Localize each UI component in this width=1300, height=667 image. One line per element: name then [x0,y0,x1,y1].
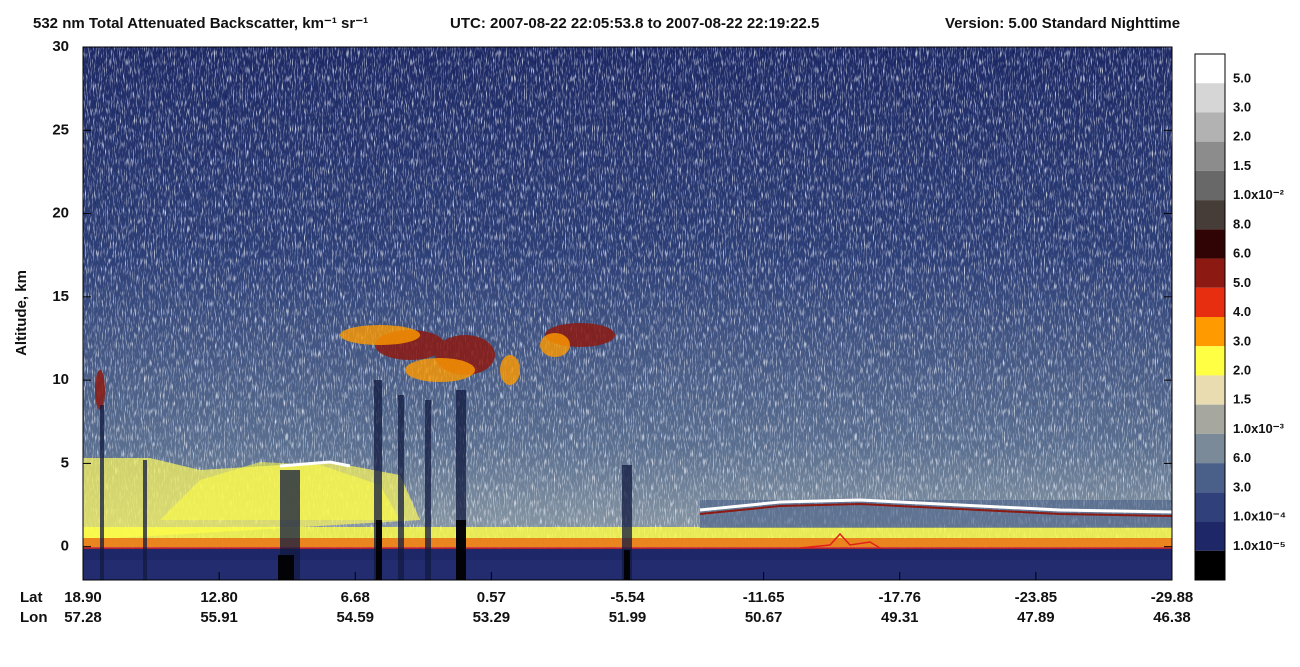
y-tick-label: 5 [61,454,69,471]
y-tick-label: 25 [52,121,69,138]
lat-label: 18.90 [64,589,102,606]
colorbar-label: 2.0 [1233,129,1251,144]
colorbar-swatch [1195,258,1225,288]
colorbar-swatch [1195,492,1225,522]
colorbar-swatch [1195,229,1225,259]
colorbar-label: 1.5 [1233,158,1251,173]
colorbar-swatch [1195,463,1225,493]
colorbar-label: 5.0 [1233,275,1251,290]
lon-label: 49.31 [881,609,919,626]
colorbar-label: 4.0 [1233,304,1251,319]
lat-label: -29.88 [1151,589,1194,606]
lat-row-label: Lat [20,589,43,606]
y-axis-label: Altitude, km [13,270,30,356]
colorbar-swatch [1195,141,1225,171]
lat-label: -5.54 [610,589,645,606]
y-tick-label: 10 [52,371,69,388]
lat-label: -17.76 [878,589,921,606]
lon-label: 53.29 [473,609,511,626]
lon-label: 51.99 [609,609,647,626]
chart-title: 532 nm Total Attenuated Backscatter, km⁻… [33,15,368,32]
y-tick-label: 30 [52,38,69,55]
y-tick-label: 0 [61,538,69,555]
lon-row-label: Lon [20,609,48,626]
lon-label: 46.38 [1153,609,1191,626]
colorbar-label: 3.0 [1233,333,1251,348]
colorbar-swatch [1195,521,1225,551]
colorbar-label: 3.0 [1233,479,1251,494]
colorbar-swatch [1195,54,1225,84]
colorbar-swatch [1195,287,1225,317]
colorbar-swatch [1195,317,1225,347]
lon-label: 55.91 [200,609,238,626]
lon-label: 57.28 [64,609,102,626]
colorbar-label: 1.0x10⁻⁴ [1233,509,1286,524]
colorbar-swatch [1195,112,1225,142]
lat-label: -23.85 [1015,589,1058,606]
lat-label: 0.57 [477,589,506,606]
colorbar-label: 1.0x10⁻³ [1233,421,1285,436]
lat-label: -11.65 [743,589,785,606]
colorbar-swatch [1195,433,1225,464]
utc-range: UTC: 2007-08-22 22:05:53.8 to 2007-08-22… [450,15,819,32]
colorbar-label: 5.0 [1233,70,1251,85]
colorbar-swatch [1195,170,1225,201]
colorbar-swatch [1195,375,1225,405]
colorbar-label: 6.0 [1233,246,1251,261]
colorbar-swatch [1195,346,1225,376]
colorbar-label: 1.5 [1233,392,1251,407]
version: Version: 5.00 Standard Nighttime [945,15,1180,32]
lat-label: 6.68 [341,589,370,606]
y-tick-label: 15 [52,288,69,305]
colorbar-swatch [1195,550,1225,580]
colorbar-label: 6.0 [1233,450,1251,465]
colorbar-swatch [1195,200,1225,230]
lon-label: 47.89 [1017,609,1055,626]
lat-label: 12.80 [200,589,238,606]
lon-label: 50.67 [745,609,783,626]
colorbar-swatch [1195,404,1225,434]
colorbar-label: 1.0x10⁻² [1233,187,1285,202]
colorbar-label: 3.0 [1233,99,1251,114]
y-tick-label: 20 [52,205,69,222]
backscatter-image [83,47,1172,580]
colorbar-label: 2.0 [1233,362,1251,377]
colorbar-frame [1194,53,1226,581]
colorbar-label: 8.0 [1233,216,1251,231]
lon-label: 54.59 [336,609,374,626]
colorbar-label: 1.0x10⁻⁵ [1233,538,1286,553]
colorbar-swatch [1195,83,1225,113]
